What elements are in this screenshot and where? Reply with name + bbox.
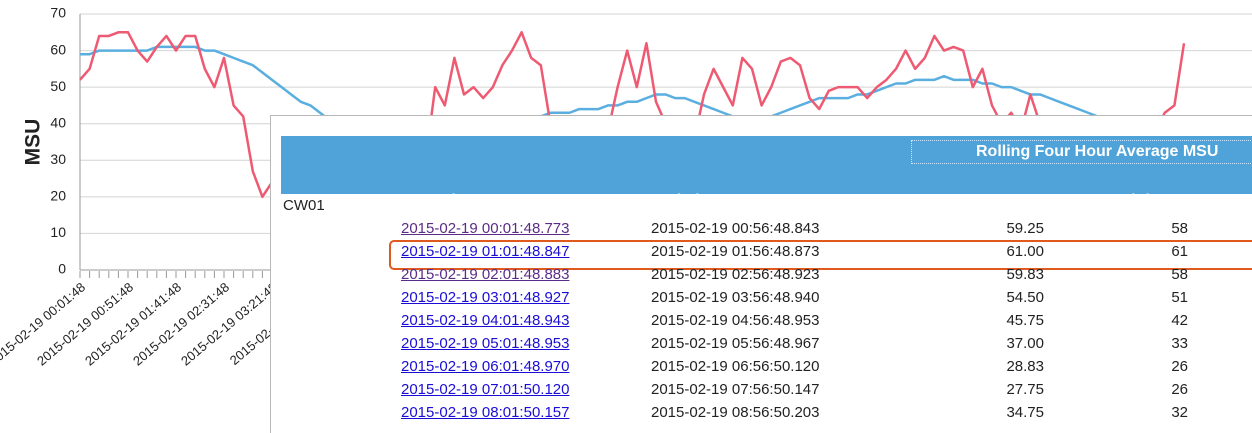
start-time-link[interactable]: 2015-02-19 07:01:50.120 (401, 381, 570, 398)
y-tick-label: 10 (50, 224, 66, 240)
minimum: 51 (1171, 289, 1188, 306)
minimum: 58 (1171, 220, 1188, 237)
column-header: Maximum (1246, 192, 1252, 210)
minimum: 26 (1171, 381, 1188, 398)
end-time: 2015-02-19 07:56:50.147 (651, 381, 820, 398)
results-table: Rolling Four Hour Average MSU LPAR Start … (270, 115, 1252, 433)
start-time-link[interactable]: 2015-02-19 08:01:50.157 (401, 404, 570, 421)
end-time: 2015-02-19 05:56:48.967 (651, 335, 820, 352)
start-time-link[interactable]: 2015-02-19 06:01:48.970 (401, 358, 570, 375)
column-header: End Time (651, 192, 723, 209)
minimum: 33 (1171, 335, 1188, 352)
series-line (80, 45, 1185, 162)
average: 34.75 (1006, 404, 1044, 421)
y-tick-label: 20 (50, 188, 66, 204)
minimum: 42 (1171, 312, 1188, 329)
start-time-link[interactable]: 2015-02-19 01:01:48.847 (401, 243, 570, 260)
y-tick-label: 0 (58, 261, 66, 277)
start-cell: 2015-02-19 07:01:50.120 (401, 381, 569, 398)
start-time-link[interactable]: 2015-02-19 05:01:48.953 (401, 335, 570, 352)
y-tick-label: 70 (50, 5, 66, 21)
end-time: 2015-02-19 03:56:48.940 (651, 289, 820, 306)
minimum: 32 (1171, 404, 1188, 421)
start-cell: 2015-02-19 02:01:48.883 (401, 266, 569, 283)
y-axis-label: MSU (22, 119, 45, 166)
start-time-link[interactable]: 2015-02-19 04:01:48.943 (401, 312, 570, 329)
end-time: 2015-02-19 08:56:50.203 (651, 404, 820, 421)
average: 59.25 (1006, 220, 1044, 237)
average: 59.83 (1006, 266, 1044, 283)
start-cell: 2015-02-19 01:01:48.847 (401, 243, 569, 260)
y-tick-label: 30 (50, 151, 66, 167)
end-time: 2015-02-19 06:56:50.120 (651, 358, 820, 375)
start-cell: 2015-02-19 00:01:48.773 (401, 220, 569, 237)
start-time-link[interactable]: 2015-02-19 02:01:48.883 (401, 266, 570, 283)
column-header: LPAR (291, 192, 334, 209)
y-tick-label: 40 (50, 114, 66, 130)
y-tick-label: 60 (50, 41, 66, 57)
start-cell: 2015-02-19 04:01:48.943 (401, 312, 569, 329)
average: 54.50 (1006, 289, 1044, 306)
end-time: 2015-02-19 00:56:48.843 (651, 220, 820, 237)
average: 27.75 (1006, 381, 1044, 398)
column-header: Minimum (1117, 192, 1188, 209)
start-time-link[interactable]: 2015-02-19 00:01:48.773 (401, 220, 570, 237)
average: 61.00 (1006, 243, 1044, 260)
start-time-link[interactable]: 2015-02-19 03:01:48.927 (401, 289, 570, 306)
end-time: 2015-02-19 01:56:48.873 (651, 243, 820, 260)
start-cell: 2015-02-19 05:01:48.953 (401, 335, 569, 352)
row-highlight (389, 240, 1252, 270)
column-header: Start Time (401, 192, 479, 209)
end-time: 2015-02-19 04:56:48.953 (651, 312, 820, 329)
start-cell: 2015-02-19 03:01:48.927 (401, 289, 569, 306)
y-tick-label: 50 (50, 78, 66, 94)
minimum: 26 (1171, 358, 1188, 375)
table-header: Rolling Four Hour Average MSU LPAR Start … (281, 136, 1252, 209)
average: 37.00 (1006, 335, 1044, 352)
minimum: 61 (1171, 243, 1188, 260)
group-header: Rolling Four Hour Average MSU (911, 140, 1252, 164)
start-cell: 2015-02-19 08:01:50.157 (401, 404, 569, 421)
minimum: 58 (1171, 266, 1188, 283)
end-time: 2015-02-19 02:56:48.923 (651, 266, 820, 283)
average: 28.83 (1006, 358, 1044, 375)
average: 45.75 (1006, 312, 1044, 329)
start-cell: 2015-02-19 06:01:48.970 (401, 358, 569, 375)
column-header: Average (981, 192, 1044, 209)
lpar-group: CW01 (283, 197, 325, 214)
